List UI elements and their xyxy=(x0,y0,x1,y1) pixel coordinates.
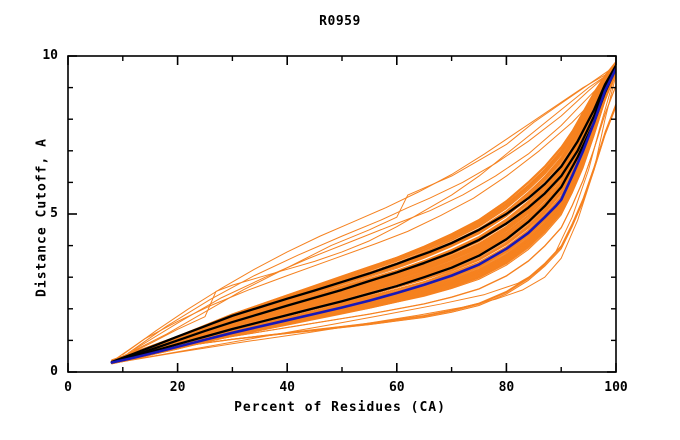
reference-model-curve xyxy=(110,65,616,364)
ensemble-curve-low xyxy=(111,103,616,363)
ensemble-outlier-lower xyxy=(116,74,616,364)
x-tick-label: 100 xyxy=(604,380,628,395)
x-tick-label: 20 xyxy=(169,380,186,395)
ensemble-curve xyxy=(111,71,616,363)
y-tick-label: 10 xyxy=(42,48,58,63)
ensemble-outlier-upper xyxy=(127,66,616,354)
y-tick-label: 5 xyxy=(50,206,58,221)
ensemble-curve-low xyxy=(111,84,616,363)
ensemble-curve-outlier xyxy=(116,68,616,360)
ensemble-outlier-upper xyxy=(133,68,616,351)
x-axis-label: Percent of Residues (CA) xyxy=(234,400,446,415)
ensemble-curve xyxy=(111,70,616,362)
x-tick-label: 0 xyxy=(64,380,72,395)
best-model-curve xyxy=(110,67,616,364)
ensemble-curves xyxy=(111,60,616,365)
x-tick-label: 60 xyxy=(388,380,405,395)
reference-model-curve xyxy=(110,64,616,364)
ensemble-curve xyxy=(111,63,616,363)
chart-title: R0959 xyxy=(319,14,361,29)
highlight-curves xyxy=(110,64,616,364)
x-tick-label: 40 xyxy=(279,380,296,395)
y-tick-label: 0 xyxy=(50,364,58,379)
ensemble-outlier-upper xyxy=(122,68,616,356)
reference-model-curve xyxy=(110,67,616,364)
axis-frame xyxy=(67,55,617,373)
ensemble-curve xyxy=(111,63,616,363)
ensemble-outlier-lower xyxy=(116,71,616,364)
ensemble-curve xyxy=(111,63,616,363)
x-tick-label: 80 xyxy=(498,380,515,395)
